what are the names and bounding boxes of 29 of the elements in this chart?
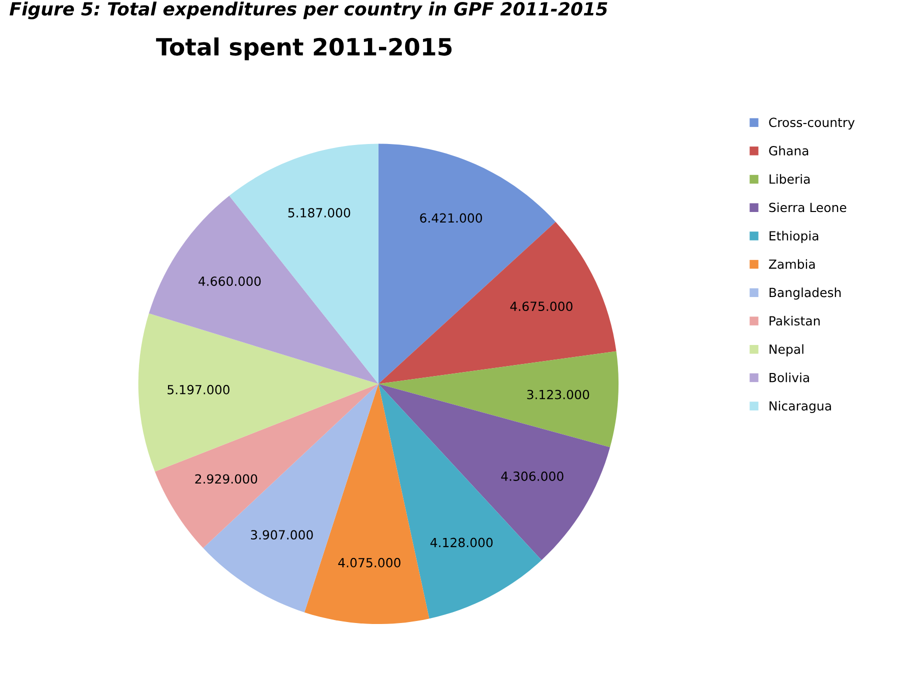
legend-label: Cross-country bbox=[769, 118, 855, 130]
legend-label: Bolivia bbox=[770, 372, 809, 382]
data-label: 2.929.000 bbox=[195, 474, 258, 484]
legend-label: Pakistan bbox=[770, 316, 820, 326]
legend-label: Ghana bbox=[769, 146, 808, 156]
data-label: 6.421.000 bbox=[420, 213, 482, 223]
pie-slice bbox=[138, 313, 378, 472]
legend-label: Liberia bbox=[770, 174, 810, 184]
pie-slice bbox=[148, 196, 378, 384]
legend-label: Ethiopia bbox=[770, 230, 818, 243]
data-label: 4.660.000 bbox=[198, 276, 261, 286]
legend-label: Bangladesh bbox=[770, 288, 841, 300]
legend-label: Sierra Leone bbox=[769, 202, 846, 212]
pie-slice bbox=[154, 384, 378, 548]
chart-title: Total spent 2011-2015 bbox=[156, 37, 452, 60]
legend-label: Nepal bbox=[770, 344, 804, 356]
data-label: 3.123.000 bbox=[527, 390, 590, 400]
data-label: 3.907.000 bbox=[251, 530, 313, 540]
caption: Figure 5: Total expenditures per country in GPF 2011-2015 bbox=[10, 2, 608, 20]
data-label: 4.675.000 bbox=[510, 302, 572, 312]
data-label: 4.075.000 bbox=[338, 558, 400, 568]
legend-label: Zambia bbox=[768, 259, 815, 269]
legend-label: Nicaragua bbox=[770, 400, 831, 414]
pie-slice bbox=[378, 351, 619, 448]
data-label: 5.197.000 bbox=[168, 384, 230, 394]
pie-slice bbox=[378, 222, 616, 384]
data-label: 4.306.000 bbox=[501, 472, 564, 481]
data-label: 4.128.000 bbox=[430, 538, 493, 548]
data-label: 5.187.000 bbox=[288, 208, 350, 218]
